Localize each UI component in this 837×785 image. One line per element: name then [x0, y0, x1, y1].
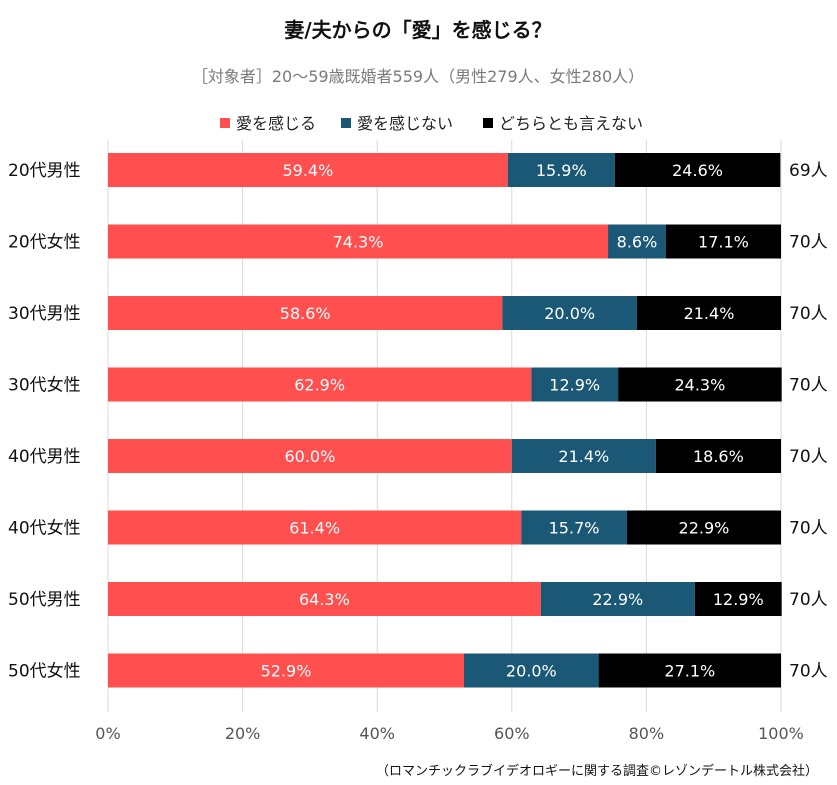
- x-tick-label: 20%: [225, 724, 261, 743]
- bar-segment: [108, 296, 503, 330]
- bar-value-label: 61.4%: [289, 519, 340, 538]
- bar-value-label: 59.4%: [282, 161, 333, 180]
- bar-segment: [108, 582, 541, 616]
- bar-value-label: 21.4%: [684, 304, 735, 323]
- bar-segment: [531, 367, 619, 402]
- count-label: 70人: [789, 519, 828, 539]
- bar-segment: [694, 582, 782, 616]
- bar-segment: [108, 510, 522, 545]
- bar-segment: [614, 153, 781, 187]
- bar-value-label: 62.9%: [294, 376, 345, 395]
- bar-value-label: 27.1%: [664, 662, 715, 681]
- bar-value-label: 22.9%: [592, 590, 643, 609]
- category-label: 40代女性: [8, 519, 81, 539]
- category-label: 20代男性: [8, 161, 81, 181]
- bar-value-label: 15.7%: [549, 519, 600, 538]
- bar-value-label: 74.3%: [333, 233, 384, 252]
- x-tick-label: 60%: [494, 724, 530, 743]
- x-tick-label: 40%: [359, 724, 395, 743]
- category-labels: 20代男性 20代女性 30代男性 30代女性 40代男性 40代女性 50代男性 50代女性: [8, 161, 81, 682]
- bar-segment: [636, 296, 781, 330]
- category-label: 20代女性: [8, 233, 81, 253]
- legend: 愛を感じる 愛を感じない どちらとも言えない: [220, 114, 643, 133]
- bar-segment: [108, 224, 609, 259]
- bar-value-label: 20.0%: [506, 662, 557, 681]
- bar-segment: [626, 510, 781, 545]
- category-label: 50代女性: [8, 662, 81, 682]
- bar-segment: [108, 439, 512, 473]
- bar-segment: [507, 153, 615, 187]
- source-note: （ロマンチックラブイデオロギーに関する調査©レゾンデートル株式会社）: [376, 763, 818, 779]
- bar-segment: [511, 439, 656, 473]
- legend-item-label: どちらとも言えない: [499, 114, 643, 133]
- count-label: 70人: [789, 233, 828, 253]
- category-label: 30代女性: [8, 376, 81, 396]
- bar-value-label: 60.0%: [284, 447, 335, 466]
- category-label: 30代男性: [8, 304, 81, 324]
- bar-value-label: 24.3%: [674, 376, 725, 395]
- bar-segment: [502, 296, 637, 330]
- chart-title: 妻/夫からの「愛」を感じる？: [284, 18, 551, 42]
- legend-swatch: [341, 118, 351, 128]
- category-label: 50代男性: [8, 590, 81, 610]
- bar-value-label: 22.9%: [679, 519, 730, 538]
- bar-value-label: 15.9%: [536, 161, 587, 180]
- count-label: 70人: [789, 447, 828, 467]
- bars: 59.4% 15.9% 24.6% 74.3% 8.6% 17.1% 58.6% 20.0% 2…: [108, 153, 782, 688]
- bar-value-label: 20.0%: [544, 304, 595, 323]
- x-tick-label: 80%: [629, 724, 665, 743]
- x-tick-label: 0%: [95, 724, 120, 743]
- bar-segment: [521, 510, 627, 545]
- bar-segment: [665, 224, 781, 259]
- bar-segment: [655, 439, 781, 473]
- bar-value-label: 24.6%: [672, 161, 723, 180]
- bar-segment: [618, 367, 782, 402]
- bar-segment: [108, 153, 508, 187]
- count-label: 70人: [789, 304, 828, 324]
- legend-swatch: [483, 118, 493, 128]
- bar-value-label: 52.9%: [261, 662, 312, 681]
- bar-value-label: 58.6%: [280, 304, 331, 323]
- legend-item-label: 愛を感じない: [357, 114, 453, 133]
- count-label: 70人: [789, 590, 828, 610]
- bar-segment: [608, 224, 666, 259]
- bar-value-label: 17.1%: [698, 233, 749, 252]
- legend-swatch: [220, 118, 230, 128]
- bar-value-label: 12.9%: [713, 590, 764, 609]
- bar-segment: [598, 653, 781, 688]
- bar-value-label: 18.6%: [693, 447, 744, 466]
- x-axis-ticks: 0% 20% 40% 60% 80% 100%: [95, 724, 804, 743]
- bar-segment: [108, 367, 532, 402]
- bar-value-label: 21.4%: [558, 447, 609, 466]
- bar-segment: [464, 653, 599, 688]
- bar-value-label: 64.3%: [299, 590, 350, 609]
- count-label: 70人: [789, 376, 828, 396]
- bar-segment: [108, 653, 465, 688]
- legend-item-label: 愛を感じる: [236, 114, 316, 133]
- bar-value-label: 8.6%: [617, 233, 658, 252]
- x-tick-label: 100%: [758, 724, 804, 743]
- count-label: 70人: [789, 662, 828, 682]
- count-label: 69人: [789, 161, 828, 181]
- bar-value-label: 12.9%: [549, 376, 600, 395]
- category-label: 40代男性: [8, 447, 81, 467]
- count-labels: 69人 70人 70人 70人 70人 70人 70人 70人: [789, 161, 828, 682]
- bar-segment: [540, 582, 695, 616]
- chart-subtitle: ［対象者］20～59歳既婚者559人（男性279人、女性280人）: [192, 67, 644, 86]
